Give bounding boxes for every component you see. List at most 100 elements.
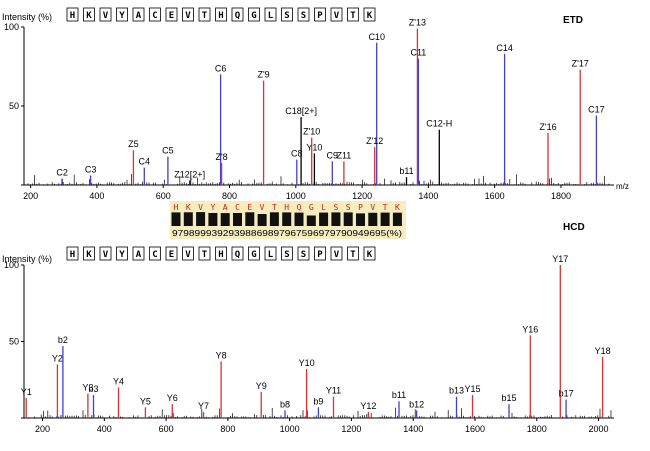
x-tick-label: 400 bbox=[97, 424, 112, 434]
coverage-residue: H bbox=[174, 203, 179, 212]
residue-letter: K bbox=[86, 250, 92, 260]
residue-letter: Y bbox=[119, 11, 125, 21]
x-tick-label: 1400 bbox=[418, 191, 438, 201]
etd-y-axis-label: Intensity (%) bbox=[2, 12, 52, 22]
residue-letter: S bbox=[284, 250, 289, 260]
coverage-bar bbox=[183, 212, 193, 226]
residue-box bbox=[182, 246, 194, 261]
peak-label: b3 bbox=[88, 384, 98, 394]
hcd-title: HCD bbox=[563, 222, 585, 233]
peak-label: Y7 bbox=[198, 401, 209, 411]
residue-letter: V bbox=[185, 250, 191, 260]
x-tick-label: 1000 bbox=[280, 424, 300, 434]
residue-letter: S bbox=[301, 250, 306, 260]
residue-letter: E bbox=[169, 11, 174, 21]
residue-letter: V bbox=[334, 11, 340, 21]
coverage-bar bbox=[343, 212, 353, 226]
residue-box bbox=[99, 246, 112, 261]
coverage-bar bbox=[269, 212, 279, 226]
peak-label: C4 bbox=[139, 157, 151, 167]
etd-noise-peaks bbox=[27, 174, 612, 185]
residue-letter: S bbox=[284, 11, 289, 21]
peak-label: Z'12 bbox=[366, 136, 383, 146]
etd-y-ticks: 50 100 bbox=[4, 22, 24, 186]
coverage-residue: H bbox=[284, 203, 289, 212]
x-tick-label: 600 bbox=[159, 424, 174, 434]
residue-letter: K bbox=[86, 11, 92, 21]
residue-box bbox=[165, 246, 178, 261]
residue-letter: P bbox=[317, 250, 323, 260]
coverage-bar bbox=[331, 212, 341, 226]
peak-label: Z'8 bbox=[215, 152, 227, 162]
x-tick-label: 200 bbox=[23, 191, 38, 201]
residue-box bbox=[83, 7, 95, 22]
peak-label: Y4 bbox=[113, 376, 124, 386]
coverage-residue: C bbox=[235, 203, 240, 212]
residue-letter: T bbox=[350, 250, 356, 260]
peak-label: Z'10 bbox=[303, 127, 320, 137]
coverage-residue: V bbox=[370, 203, 375, 212]
hcd-noise-peaks bbox=[27, 407, 612, 418]
residue-box bbox=[99, 7, 112, 22]
residue-box bbox=[363, 7, 376, 22]
peak-label: b15 bbox=[501, 393, 516, 403]
residue-box bbox=[165, 7, 178, 22]
coverage-residue: P bbox=[358, 203, 363, 212]
residue-box bbox=[347, 7, 359, 22]
peak-label: C11 bbox=[410, 48, 426, 58]
coverage-residue: K bbox=[395, 203, 400, 212]
residue-box bbox=[297, 7, 310, 22]
coverage-bar bbox=[171, 212, 181, 226]
y-tick-label: 50 bbox=[9, 101, 19, 111]
residue-letter: T bbox=[202, 250, 208, 260]
residue-box bbox=[297, 246, 310, 261]
coverage-residue: A bbox=[223, 203, 228, 212]
peak-label: b9 bbox=[313, 396, 323, 406]
residue-letter: H bbox=[218, 11, 223, 21]
peak-label: Z'16 bbox=[539, 122, 556, 132]
peak-label: Z5 bbox=[128, 139, 139, 149]
x-tick-label: 1600 bbox=[465, 424, 485, 434]
residue-box bbox=[198, 246, 211, 261]
x-tick-label: 1800 bbox=[527, 424, 547, 434]
peak-label: Y18 bbox=[595, 346, 611, 356]
residue-letter: L bbox=[268, 250, 274, 260]
residue-box bbox=[116, 246, 128, 261]
residue-letter: T bbox=[202, 11, 208, 21]
x-tick-label: 1400 bbox=[403, 424, 423, 434]
peak-label: C9 bbox=[327, 150, 339, 160]
residue-box bbox=[132, 7, 145, 22]
residue-letter: Y bbox=[119, 250, 125, 260]
coverage-residue: T bbox=[272, 203, 277, 212]
peak-label: Z'17 bbox=[572, 59, 589, 69]
x-tick-label: 400 bbox=[89, 191, 104, 201]
coverage-residue: L bbox=[321, 203, 326, 212]
coverage-residue: S bbox=[333, 203, 338, 212]
x-tick-label: 600 bbox=[156, 191, 171, 201]
peak-label: C17 bbox=[588, 105, 605, 115]
peak-label: Y15 bbox=[464, 384, 480, 394]
x-tick-label: 1000 bbox=[286, 191, 306, 201]
peak-label: b11 bbox=[392, 390, 406, 400]
residue-letter: T bbox=[350, 11, 356, 21]
x-tick-label: 1200 bbox=[341, 424, 361, 434]
residue-box bbox=[281, 7, 293, 22]
peak-label: b2 bbox=[58, 335, 68, 345]
residue-box bbox=[182, 7, 194, 22]
coverage-bar bbox=[392, 212, 402, 226]
residue-box bbox=[363, 246, 376, 261]
peak-label: Z12[2+] bbox=[174, 169, 205, 179]
peak-label: Z11 bbox=[336, 150, 351, 160]
residue-letter: L bbox=[268, 11, 274, 21]
coverage-bar bbox=[257, 214, 267, 226]
residue-letter: H bbox=[70, 11, 75, 21]
coverage-residue: K bbox=[186, 203, 191, 212]
residue-letter: K bbox=[367, 11, 373, 21]
residue-box bbox=[132, 246, 145, 261]
coverage-values: 97989993929398869897967596979790949695(%… bbox=[172, 229, 402, 238]
etd-title: ETD bbox=[563, 15, 583, 26]
